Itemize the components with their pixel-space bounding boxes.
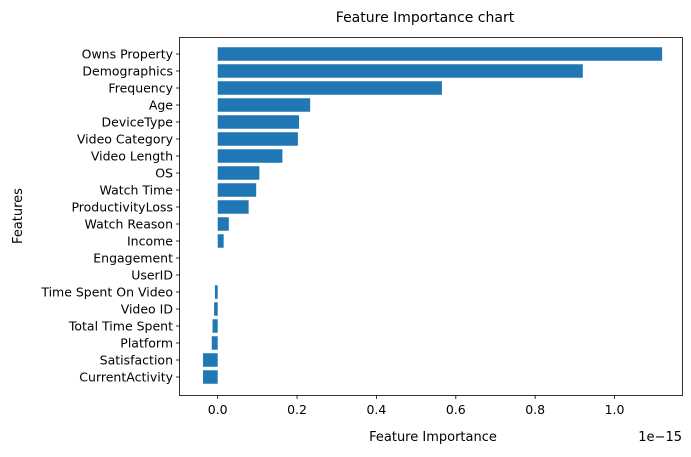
bar-time-spent-on-video [214, 285, 218, 299]
bar-productivityloss [217, 200, 249, 214]
y-tick-label: Platform [120, 336, 173, 351]
bar-watch-time [217, 183, 257, 197]
y-tick-label: Owns Property [82, 47, 174, 62]
bar-watch-reason [217, 217, 229, 231]
y-tick-label: Frequency [108, 81, 173, 96]
bar-currentactivity [203, 370, 218, 384]
y-tick-label: Watch Time [100, 183, 174, 198]
bar-video-length [217, 149, 283, 163]
x-tick-label: 1.0 [605, 402, 625, 417]
bar-os [217, 166, 260, 180]
bar-video-category [217, 132, 298, 146]
bar-video-id [214, 302, 218, 316]
x-tick-label: 0.4 [366, 402, 386, 417]
bar-owns-property [217, 47, 663, 61]
x-tick-label: 0.6 [446, 402, 466, 417]
y-tick-label: CurrentActivity [79, 370, 173, 385]
bar-frequency [217, 81, 442, 95]
y-tick-label: Income [127, 234, 173, 249]
x-tick-label: 0.8 [525, 402, 545, 417]
y-axis-label: Features [11, 188, 26, 244]
bar-platform [211, 336, 218, 350]
y-tick-label: Video Length [91, 149, 173, 164]
y-tick-label: DeviceType [102, 115, 174, 130]
x-tick-label: 0.0 [208, 402, 228, 417]
x-axis-label: Feature Importance [369, 430, 497, 445]
y-tick-label: Watch Reason [85, 217, 173, 232]
y-tick-label: ProductivityLoss [71, 200, 173, 215]
y-axis-ticks: Owns Property Demographics Frequency Age Dev… [40, 47, 180, 385]
bar-devicetype [217, 115, 300, 129]
x-axis-scale-label: 1e−15 [638, 430, 682, 445]
bar-total-time-spent [212, 319, 218, 333]
y-tick-label: Demographics [82, 64, 173, 79]
y-tick-label: Time Spent On Video [40, 285, 173, 300]
bars-group [203, 47, 663, 384]
bar-income [217, 234, 224, 248]
plot-frame [179, 37, 683, 396]
y-tick-label: Engagement [93, 251, 173, 266]
y-tick-label: Video ID [121, 302, 173, 317]
y-tick-label: Age [149, 98, 173, 113]
bar-demographics [217, 64, 583, 78]
x-axis-ticks: 0.0 0.2 0.4 0.6 0.8 1.0 [208, 395, 625, 417]
chart-title: Feature Importance chart [336, 10, 515, 26]
y-tick-label: OS [155, 166, 173, 181]
y-tick-label: UserID [131, 268, 173, 283]
bar-age [217, 98, 311, 112]
bar-satisfaction [203, 353, 218, 367]
x-tick-label: 0.2 [287, 402, 307, 417]
y-tick-label: Total Time Spent [68, 319, 173, 334]
y-tick-label: Satisfaction [100, 353, 173, 368]
y-tick-label: Video Category [77, 132, 174, 147]
